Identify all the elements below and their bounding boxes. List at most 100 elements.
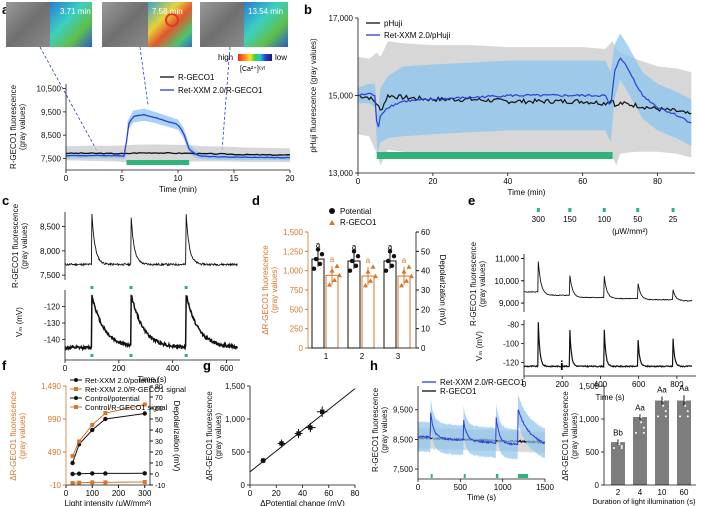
micrograph-3-time: 13.54 min [248,7,283,16]
point-potential [317,261,323,267]
bar-point-0 [618,441,621,444]
y-tick-label: 17,000 [329,14,354,23]
intensity-label-0: 300 [532,215,546,224]
bar-point-1 [640,421,643,424]
bar-point-0 [620,445,623,448]
micrograph-3: 13.54 min [200,2,288,47]
top-y-tick-label: 9,000 [499,299,520,308]
y-tick-label-right: 10 [421,325,430,334]
point-rgeco [406,264,412,269]
x-category-label: 1 [324,352,329,361]
colorbar: high low [Ca²⁺]ᶜʸᵗ [218,53,287,73]
y-axis-label: R-GECO1 fluorescence(gray values) [9,84,27,169]
colorbar-low-label: low [275,53,287,62]
colorbar-gradient [238,54,272,61]
bar-point-2 [662,404,665,407]
y-tick-label: -120 [44,303,61,312]
bar-point-1 [637,410,640,413]
point-rgeco [334,263,340,269]
legend-potential-label: Potential [340,207,371,216]
x-tick-label: 60 [324,489,333,498]
y-tick-label-left: 1,500 [283,228,304,237]
intensity-marker-1 [568,208,572,212]
y-tick-label: 8,500 [41,131,62,140]
series-point-2 [70,471,75,477]
colorbar-unit: [Ca²⁺]ᶜʸᵗ [240,66,266,73]
chart-e: 300 150 100 50 25 (μW/mm²) 9,000 10,000 11,000 0 2… [469,208,696,402]
data-point-1 [279,441,284,446]
x-tick-label: 0 [63,364,68,373]
y-axis-label-vm: Vₘ (mV) [475,331,484,361]
y-tick-label-right: 30 [421,286,430,295]
panel-label-f: f [2,358,7,373]
x-tick-label: 15 [230,174,239,183]
y-tick-label: 9,500 [41,108,62,117]
x-category-label: 10 [658,488,667,497]
intensity-label-4: 25 [669,215,678,224]
series-point-0 [70,460,75,466]
pulse-marker-top-1 [129,286,133,289]
y-tick-label-left: 1,490 [41,382,62,391]
pulse-marker-top-2 [184,286,188,289]
chart-f: 0 100 200 300-104909901,490-100102030405060… [9,376,186,506]
x-axis-label: Time (min) [508,188,546,197]
bar-point-1 [642,431,645,434]
x-tick-label: 800 [670,380,684,389]
bar-potential-0 [311,258,325,349]
y-tick-label: 7,500 [41,154,62,163]
x-tick-label: 10 [174,174,183,183]
bar-point-1 [637,405,640,408]
y-tick-label: 0 [241,481,246,490]
x-tick-label: 1500 [536,483,554,492]
series-line-1 [72,404,145,457]
x-tick-label: 200 [112,489,126,498]
y-tick-label-left: 250 [290,325,304,334]
series-line-0 [358,93,692,115]
colorbar-high-label: high [218,53,233,62]
x-axis-label: Time (s) [467,493,496,502]
x-axis-label: Duration of light illumination (s) [593,497,696,506]
y-axis-label-right: Depolarization (mV) [172,401,181,472]
stimulus-2 [495,474,499,478]
legend-r-geco1-label: R-GECO1 [178,73,215,82]
y-tick-label: -80 [507,321,519,330]
y-tick-label: 1,500 [225,382,246,391]
x-tick-label: 20 [286,174,295,183]
bar-point-0 [620,447,623,450]
x-tick-label: 80 [653,177,662,186]
point-potential [391,253,397,259]
y-axis-label: pHuji fluorescence (gray values) [309,38,318,153]
series-point-2 [103,471,108,476]
point-potential [313,256,319,262]
point-rgeco [337,272,342,278]
sig-letter-rgeco: a [402,256,407,265]
sig-letter-2: Aa [657,386,667,395]
point-potential [353,263,359,269]
data-point-2 [296,431,301,436]
y-tick-label: 8,500 [393,435,414,444]
series-line-3 [72,481,145,484]
legend-rgeco-marker [329,220,335,225]
series-point-3 [90,480,95,485]
bar-point-1 [635,431,637,434]
bar-point-3 [681,394,684,397]
series-point-0 [90,427,95,433]
point-rgeco [363,282,368,288]
sig-letter-1: Aa [635,403,645,412]
data-point-4 [319,409,325,414]
point-rgeco [329,268,335,273]
x-axis-label: Time (min) [159,185,197,194]
legend-phuji-label: pHuji [384,19,402,28]
legend-rgeco-label: R-GECO1 [340,218,377,227]
y-tick-label: 15,000 [329,92,354,101]
pulse-marker-top-0 [90,286,94,289]
sig-letter-potential: a [316,240,321,249]
bar-point-1 [635,400,637,403]
bar-point-2 [659,388,662,391]
series-point-1 [90,422,95,427]
x-axis-label: Time (s) [595,393,624,402]
x-category-label: 4 [638,488,643,497]
chart-d: aa1aa2aa302505007501,0001,2501,500010203… [261,207,447,361]
